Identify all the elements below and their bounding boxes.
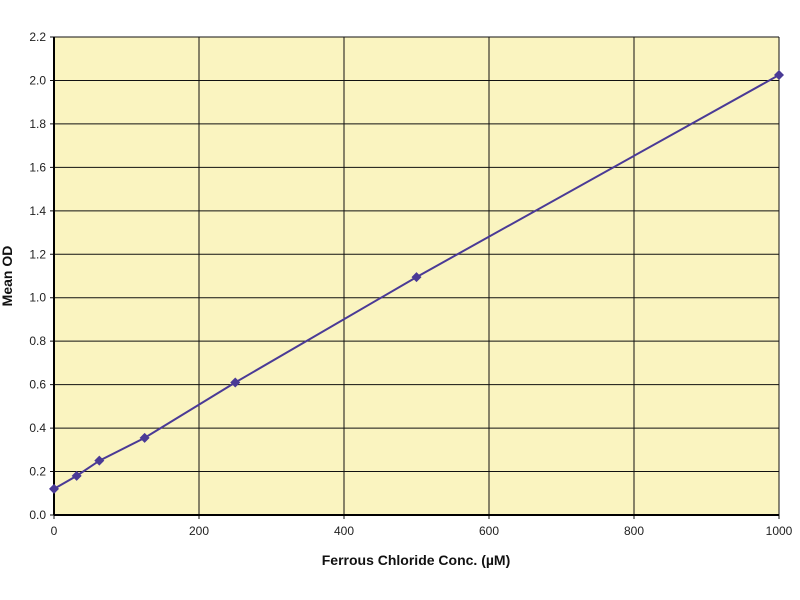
y-tick-label: 1.2 xyxy=(29,247,46,261)
y-tick-label: 1.8 xyxy=(29,117,46,131)
data-point xyxy=(139,432,150,443)
y-tick-label: 0.4 xyxy=(29,421,46,435)
x-tick-label: 800 xyxy=(624,524,644,538)
data-point xyxy=(774,70,784,81)
x-axis-label: Ferrous Chloride Conc. (µM) xyxy=(322,552,511,568)
y-tick-label: 1.0 xyxy=(29,291,46,305)
y-tick-label: 0.8 xyxy=(29,334,46,348)
y-tick-label: 0.6 xyxy=(29,378,46,392)
y-tick-label: 1.4 xyxy=(29,204,46,218)
x-tick-label: 400 xyxy=(334,524,354,538)
x-tick-label: 1000 xyxy=(766,524,793,538)
y-tick-label: 2.2 xyxy=(29,30,46,44)
y-tick-label: 2.0 xyxy=(29,73,46,87)
x-tick-label: 0 xyxy=(51,524,58,538)
y-axis-label: Mean OD xyxy=(0,246,15,307)
data-point xyxy=(71,470,82,481)
y-tick-label: 0.0 xyxy=(29,508,46,522)
data-point xyxy=(411,272,422,283)
data-point xyxy=(230,377,241,388)
x-tick-label: 200 xyxy=(189,524,209,538)
data-point xyxy=(49,483,59,494)
y-tick-label: 0.2 xyxy=(29,465,46,479)
grid xyxy=(50,36,780,519)
data-point xyxy=(94,455,105,466)
y-axis: 0.0 0.2 0.4 0.6 0.8 1.0 1.2 1.4 1.6 1.8 2.0 2.2 xyxy=(29,30,46,522)
x-axis: 0 200 400 600 800 1000 xyxy=(51,524,793,538)
y-tick-label: 1.6 xyxy=(29,160,46,174)
series xyxy=(49,70,784,494)
x-tick-label: 600 xyxy=(479,524,499,538)
